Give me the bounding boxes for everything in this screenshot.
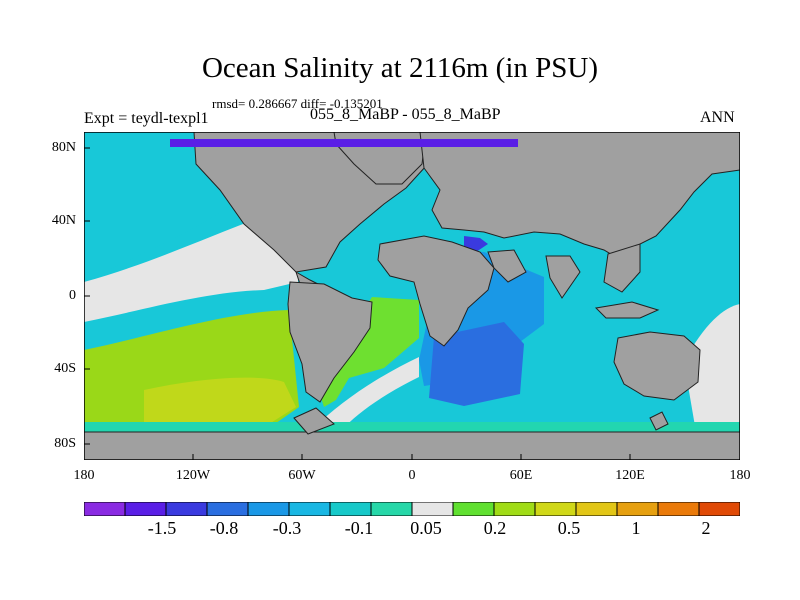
land-indonesia [594,301,660,319]
salinity-map [84,132,740,460]
axis-ticks [84,147,631,460]
colorbar-label: 0.2 [483,518,507,538]
land-eurasia [419,132,740,263]
colorbar-swatch [247,502,290,516]
lon-tick-label: 120W [175,468,211,483]
lat-tick-label: 40S [54,361,76,376]
region-near-zero-south-atlantic [309,357,419,432]
colorbar-swatch [206,502,249,516]
region-cyan-north-pacific [84,162,234,282]
colorbar-label: -1.5 [147,518,177,538]
land-new-zealand [649,411,669,431]
region-near-zero-southeast-pacific [684,304,740,432]
colorbar-swatch [411,502,454,516]
lon-tick-label: 180 [729,468,751,483]
region-near-zero-north-pacific [84,210,298,322]
colorbar-label: -0.1 [344,518,374,538]
land-africa [377,235,495,347]
colorbar-label: -0.8 [209,518,239,538]
region-deep-blue-indian-ocean [429,322,524,406]
lat-tick-label: 40N [51,213,76,228]
land-south-america [287,281,373,403]
colorbar-label: 1 [631,518,641,538]
lon-tick-label: 0 [408,468,416,483]
colorbar-swatch [534,502,577,516]
colorbar-swatch [84,502,126,516]
land-antarctic-peninsula [293,407,335,435]
colorbar-label: 0.5 [557,518,581,538]
colorbar-swatch [165,502,208,516]
colorbar-swatch [124,502,167,516]
colorbar-swatch [452,502,495,516]
arctic-anomaly-strip [170,139,518,147]
page-title: Ocean Salinity at 2116m (in PSU) [201,52,599,84]
lon-tick-label: 120E [615,468,645,483]
lat-tick-label: 80N [51,140,76,155]
colorbar-label: -0.3 [272,518,302,538]
region-teal-southern-ocean [84,422,740,432]
colorbar-swatch [288,502,331,516]
colorbar-swatch [370,502,413,516]
region-green-south-atlantic [316,297,419,407]
lon-tick-label: 60E [509,468,533,483]
lon-tick-label: 180 [73,468,95,483]
lat-tick-label: 80S [54,436,76,451]
colorbar-swatch [329,502,372,516]
colorbar-swatch [493,502,536,516]
stats-subtitle: rmsd= 0.286667 diff= -0.135201 [212,96,383,111]
land-australia [613,331,701,401]
land-arabia [487,249,527,283]
season-label: ANN [700,109,735,126]
colorbar-label: 2 [701,518,711,538]
colorbar-swatch [575,502,618,516]
colorbar-swatch [616,502,659,516]
lat-tick-label: 0 [69,288,76,303]
land-antarctica [84,431,740,460]
colorbar-swatch [657,502,700,516]
colorbar [84,502,740,516]
colorbar-swatch [698,502,740,516]
land-southeast-asia [603,243,641,293]
difference-label: 055_8_MaBP - 055_8_MaBP [310,106,501,123]
land-india [545,255,581,299]
lon-tick-label: 60W [288,468,316,483]
colorbar-label: 0.05 [410,518,442,538]
region-yellow-south-pacific [144,377,296,428]
experiment-label: Expt = teydl-texpl1 [84,110,209,127]
